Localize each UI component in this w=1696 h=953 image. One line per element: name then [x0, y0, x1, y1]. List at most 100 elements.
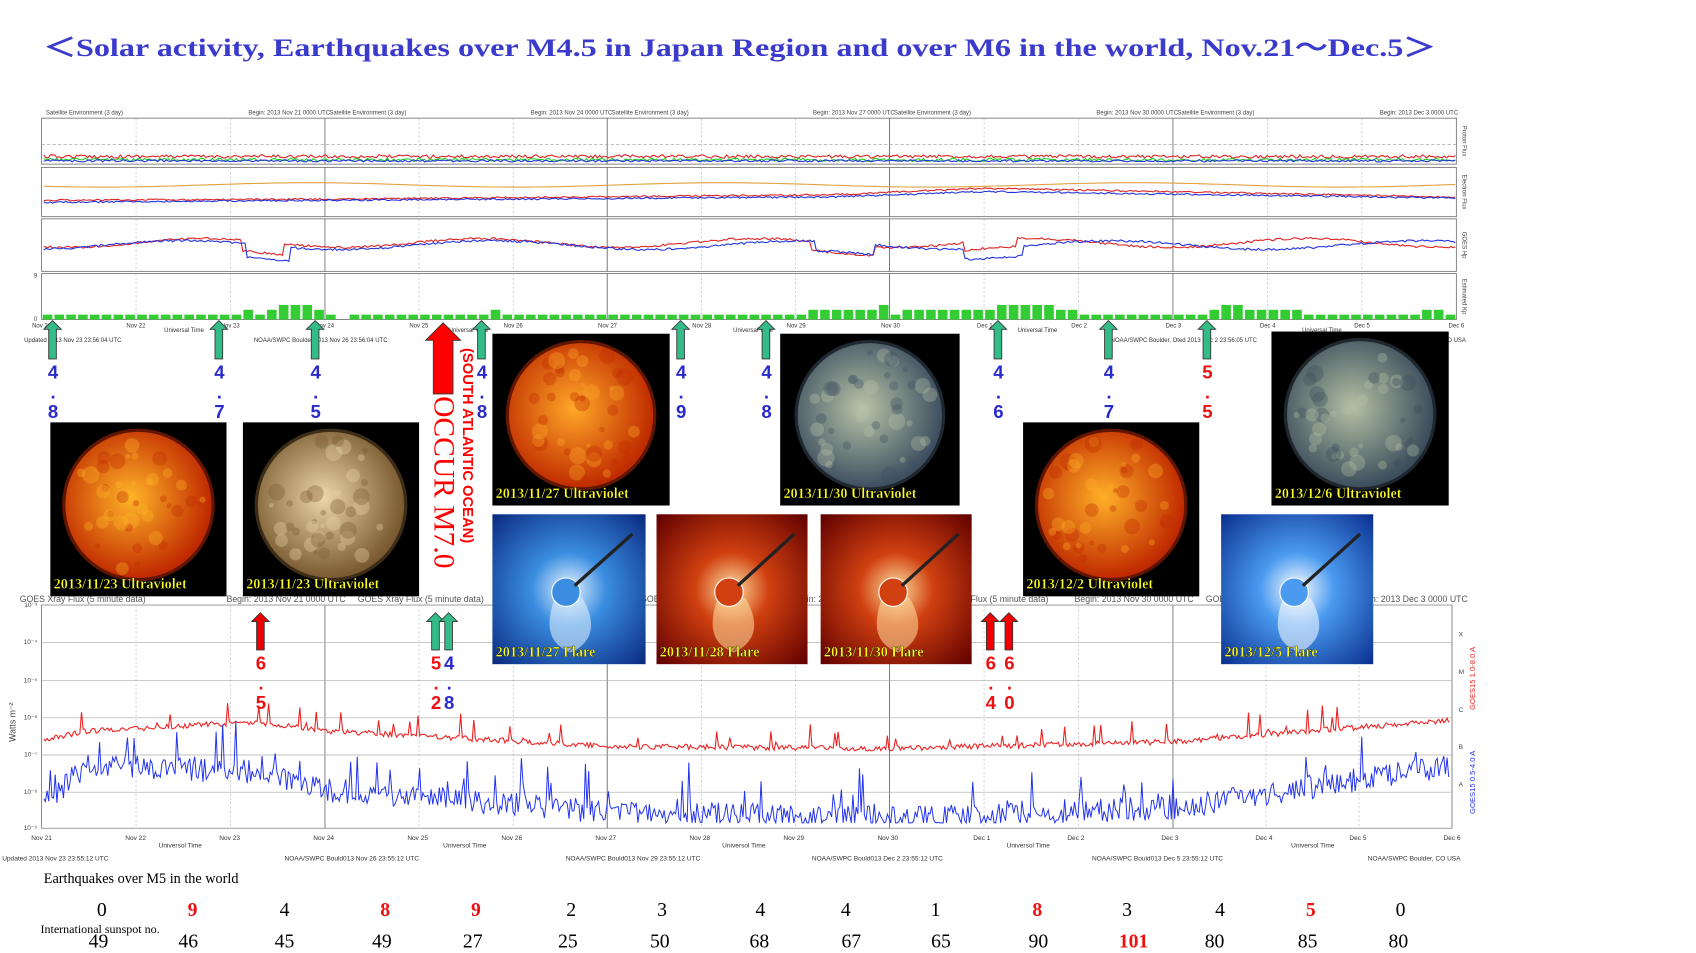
sun-texture: [543, 372, 557, 386]
kp-bar: [549, 314, 560, 320]
date-label: Nov 23: [221, 324, 241, 330]
kp-bar: [455, 314, 466, 320]
sun-texture: [1405, 440, 1411, 447]
kp-bar: [478, 314, 489, 320]
kp-bar: [1044, 304, 1054, 320]
kp-bar: [1268, 309, 1279, 320]
kp-bar: [1162, 314, 1172, 320]
y-tick-label: 10⁻⁶: [24, 715, 38, 722]
sun-texture: [1067, 459, 1081, 473]
occulter: [878, 577, 908, 607]
flux-trace: [43, 159, 1456, 163]
sun-texture: [336, 439, 352, 455]
sun-disk: [1038, 431, 1185, 579]
sun-texture: [809, 393, 820, 404]
sun-texture: [627, 425, 640, 438]
kp-bar: [1386, 314, 1397, 320]
date-label: Dec 1: [973, 835, 990, 842]
kp-bar: [196, 314, 206, 320]
kp-bar: [361, 314, 371, 320]
y-tick-label: 10⁻⁹: [24, 825, 38, 832]
sun-texture: [133, 561, 141, 568]
kp-bar: [1150, 314, 1161, 320]
quake-count: 4: [841, 899, 851, 921]
sun-texture: [320, 509, 327, 516]
sun-texture: [158, 540, 168, 551]
quake-count: 4: [280, 899, 290, 921]
sun-texture: [354, 548, 370, 563]
kp-bar: [66, 314, 76, 320]
sun-texture: [84, 521, 94, 531]
sun-texture: [103, 508, 116, 522]
sun-texture: [888, 355, 900, 367]
sun-texture: [1331, 453, 1338, 460]
sun-texture: [1089, 540, 1095, 546]
sun-texture: [884, 372, 891, 379]
quake-count: 2: [566, 899, 576, 921]
image-caption: 2013/11/23 Ultraviolet: [54, 577, 187, 593]
kp-bar: [985, 309, 995, 320]
event-magnitude: 4.8: [438, 653, 460, 713]
image-panel: 2013/11/30 Ultraviolet: [780, 333, 960, 506]
sun-texture: [615, 368, 634, 386]
sunspot-count: 25: [558, 931, 578, 953]
kp-bar: [1115, 314, 1125, 320]
kp-bar: [408, 314, 418, 320]
date-label: Nov 27: [595, 835, 616, 842]
event-arrow: [305, 319, 325, 360]
panel-header: Satellite Environment (3 day): [329, 110, 406, 116]
sun-texture: [1048, 527, 1057, 536]
sun-texture: [292, 527, 300, 536]
level-label: C: [1459, 707, 1464, 714]
kp-bar: [160, 314, 171, 320]
date-label: Dec 2: [1067, 835, 1084, 842]
kp-bar: [1410, 314, 1420, 320]
sun-texture: [334, 489, 341, 497]
panel-begin: Begin: 2013 Dec 3 0000 UTC: [1380, 110, 1459, 116]
sun-texture: [907, 380, 917, 390]
quake-count: 3: [657, 899, 667, 921]
level-label: X: [1459, 631, 1464, 638]
event-arrow: [980, 612, 1001, 651]
sun-texture: [902, 367, 908, 373]
date-label: Nov 25: [409, 324, 429, 330]
flux-trace: [43, 187, 1456, 202]
sun-texture: [109, 453, 126, 470]
y-tick-label: 10⁻³: [24, 602, 38, 609]
event-arrow: [1197, 319, 1217, 360]
sun-texture: [299, 490, 313, 504]
kp-bar: [831, 309, 842, 320]
level-label: A: [1459, 781, 1464, 788]
sun-texture: [352, 488, 370, 506]
sun-texture: [815, 413, 827, 424]
axis-title: Universol Time: [722, 843, 766, 850]
kp-tick-label: 0: [34, 317, 38, 323]
sun-texture: [899, 456, 906, 463]
kp-bar: [384, 314, 395, 320]
sun-texture: [579, 395, 586, 402]
quake-count: 8: [380, 899, 390, 921]
date-label: Nov 26: [504, 324, 524, 330]
sun-texture: [1341, 461, 1357, 477]
sun-texture: [1368, 372, 1380, 384]
kp-bar: [1233, 304, 1243, 320]
kp-bar: [996, 304, 1007, 320]
kp-bar: [243, 309, 254, 320]
kp-bar: [231, 314, 242, 320]
axis-title: Universol Time: [159, 843, 203, 850]
kp-bar: [1067, 309, 1078, 320]
sun-texture: [376, 523, 384, 531]
flux-trace: [43, 182, 1456, 188]
sun-texture: [115, 562, 129, 576]
date-label: Dec 4: [1260, 324, 1276, 330]
sun-texture: [285, 522, 295, 532]
plot-frame: [41, 218, 326, 272]
sun-texture: [1084, 435, 1102, 453]
sun-texture: [609, 385, 614, 391]
sun-texture: [1303, 372, 1317, 387]
updated-note: NOAA/SWPC Bould013 Dec 5 23:55:12 UTC: [1092, 856, 1223, 863]
image-caption: 2013/12/6 Ultraviolet: [1275, 486, 1402, 502]
sun-texture: [107, 509, 115, 518]
flux-trace: [43, 236, 1456, 257]
